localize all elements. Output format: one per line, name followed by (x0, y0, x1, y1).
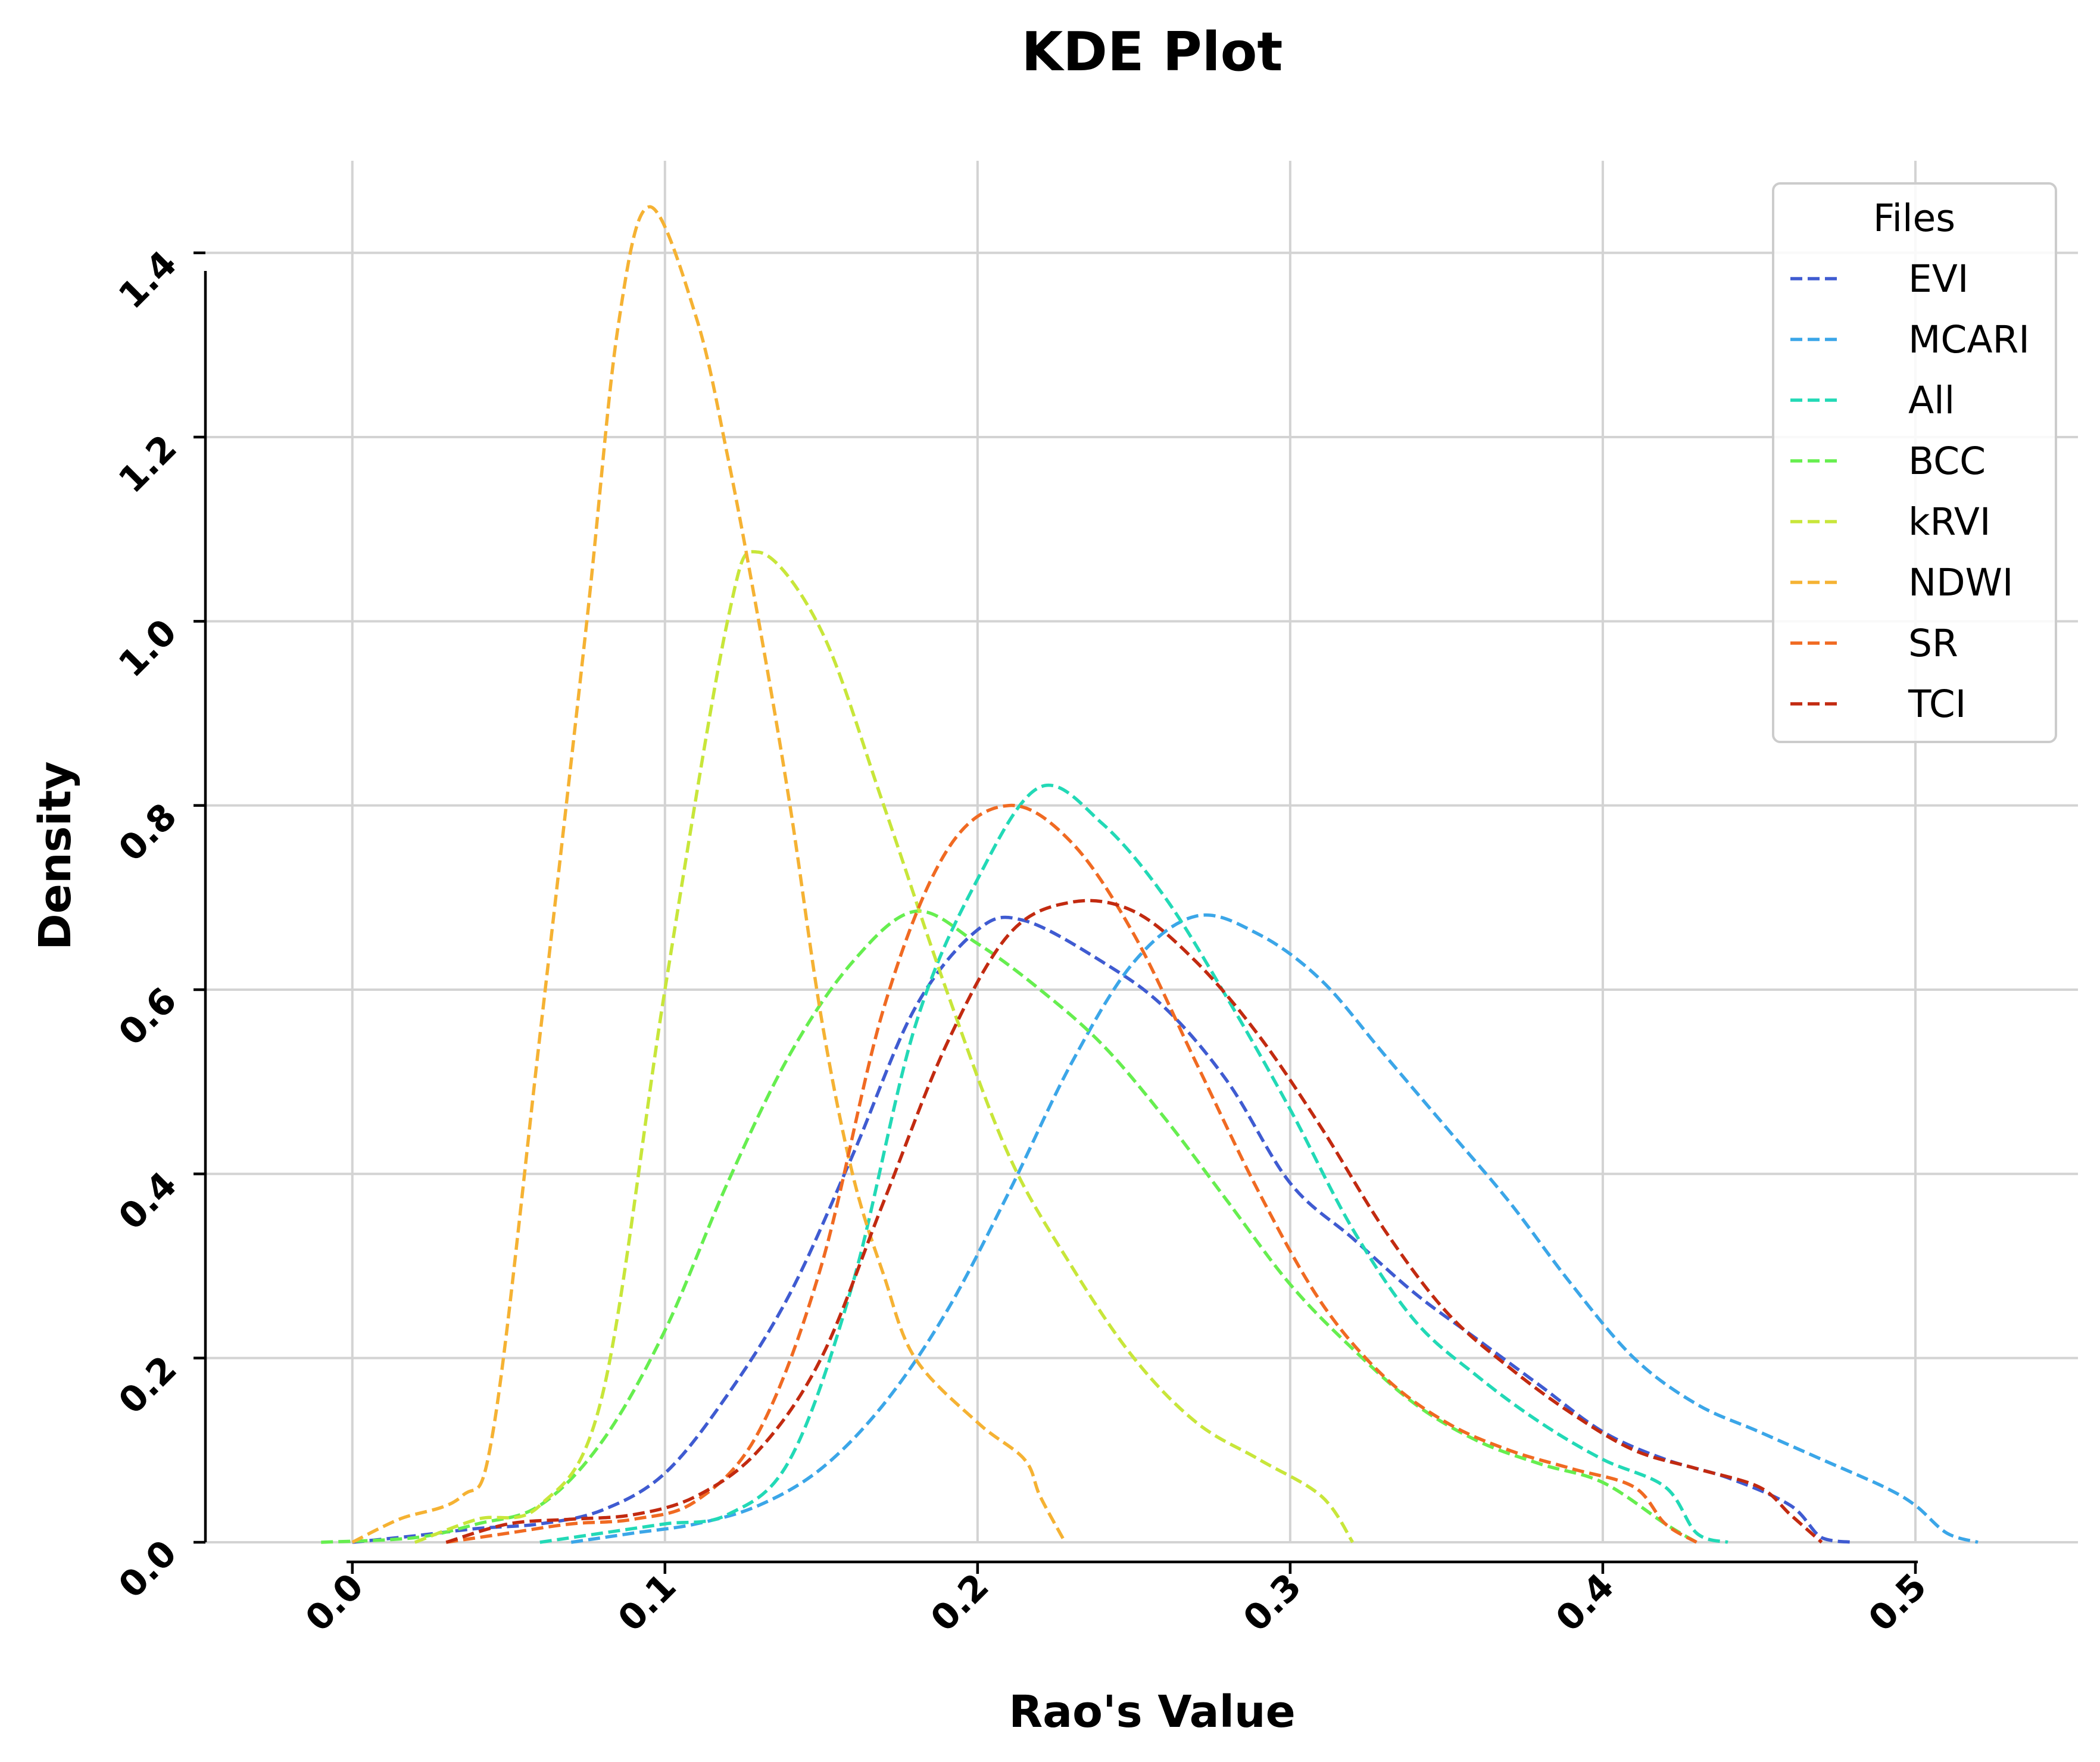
series-layer (321, 205, 1979, 1544)
legend-frame (1772, 182, 2057, 743)
x-tick-label-1: 0.1 (610, 1565, 685, 1640)
x-tick-label-5: 0.5 (1861, 1565, 1935, 1640)
legend-label-ndwi: NDWI (1908, 561, 2014, 604)
y-tick-label-2: 0.4 (111, 1164, 185, 1238)
legend-label-all: All (1908, 379, 1955, 422)
legend-label-bcc: BCC (1908, 439, 1986, 483)
y-tick-label-3: 0.6 (111, 980, 185, 1054)
y-tick-label-0: 0.0 (111, 1532, 185, 1607)
series-line-all (539, 784, 1728, 1544)
legend-label-sr: SR (1908, 622, 1958, 665)
legend-label-mcari: MCARI (1908, 318, 2030, 361)
y-tick-label-4: 0.8 (111, 796, 185, 870)
x-tick-label-3: 0.3 (1235, 1565, 1310, 1640)
series-line-tci (445, 899, 1823, 1544)
legend-label-evi: EVI (1908, 257, 1968, 301)
chart-title: KDE Plot (1022, 21, 1283, 83)
legend-items: EVI MCARI All BCC kRVI NDWI SR TCI (1790, 257, 2030, 726)
x-tick-label-2: 0.2 (923, 1565, 997, 1640)
y-tick-label-5: 1.0 (111, 611, 185, 685)
legend-title: Files (1873, 197, 1955, 240)
series-line-evi (352, 915, 1854, 1544)
legend: Files EVI MCARI All BCC kRVI NDWI SR TCI (1772, 182, 2057, 743)
series-line-mcari (570, 913, 1979, 1544)
x-tick-label-4: 0.4 (1548, 1565, 1622, 1640)
series-line-krvi (414, 550, 1355, 1544)
series-line-bcc (321, 909, 1698, 1544)
legend-label-tci: TCI (1908, 682, 1966, 726)
y-axis-label: Density (30, 761, 81, 950)
y-tick-label-7: 1.4 (111, 243, 185, 317)
x-axis-label: Rao's Value (1009, 1686, 1296, 1738)
axes (204, 271, 1918, 1564)
ticks: 0.0 0.1 0.2 0.3 0.4 0.5 0.0 0.2 0.4 0.6 0.8 1.0 1.2 1… (111, 243, 1935, 1640)
series-line-ndwi (351, 205, 1067, 1544)
y-tick-label-1: 0.2 (111, 1348, 185, 1423)
legend-label-krvi: kRVI (1908, 500, 1991, 544)
y-tick-label-6: 1.2 (111, 427, 185, 501)
x-tick-label-0: 0.0 (298, 1565, 372, 1640)
series-line-sr (445, 803, 1698, 1544)
